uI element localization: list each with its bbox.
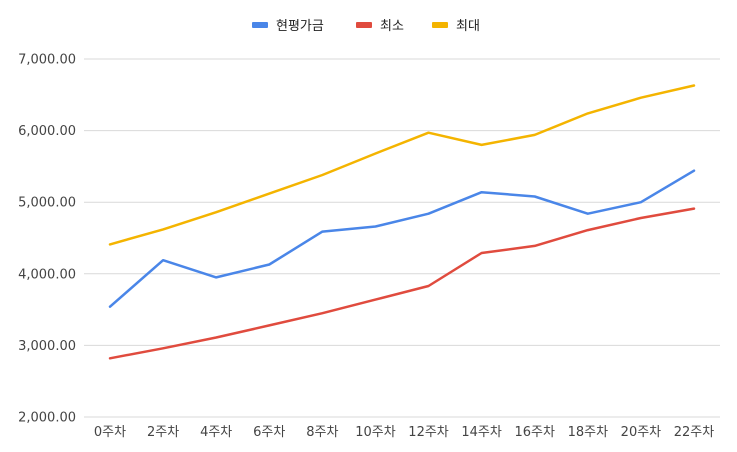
y-tick-label: 7,000.00 — [18, 53, 76, 68]
x-tick-label: 10주차 — [355, 425, 396, 440]
legend-swatch — [356, 22, 372, 28]
x-tick-label: 20주차 — [621, 425, 662, 440]
y-axis: 2,000.00 3,000.00 4,000.00 5,000.00 6,000.00… — [18, 53, 76, 426]
y-tick-label: 4,000.00 — [18, 267, 76, 282]
legend-label: 현평가금 — [276, 19, 324, 34]
series-line-1 — [108, 169, 696, 308]
x-tick-label: 6주차 — [253, 425, 285, 440]
y-tick-label: 6,000.00 — [18, 124, 76, 139]
y-tick-label: 3,000.00 — [18, 339, 76, 354]
chart-legend: 현평가금 최소 최대 — [252, 19, 480, 34]
x-tick-label: 16주차 — [514, 425, 555, 440]
series-line-3 — [108, 84, 696, 246]
x-axis: 0주차 2주차 4주차 6주차 8주차 10주차 12주차 14주차 16주차 18주차 20주차 2… — [94, 425, 714, 440]
series-line-2 — [108, 207, 696, 360]
plot-area — [108, 84, 696, 360]
x-tick-label: 14주차 — [461, 425, 502, 440]
y-tick-label: 2,000.00 — [18, 411, 76, 426]
x-tick-label: 2주차 — [147, 425, 179, 440]
x-tick-label: 12주차 — [408, 425, 449, 440]
x-tick-label: 0주차 — [94, 425, 126, 440]
legend-label: 최대 — [456, 19, 480, 34]
y-tick-label: 5,000.00 — [18, 196, 76, 211]
chart-gridlines — [84, 58, 720, 418]
legend-swatch — [432, 22, 448, 28]
x-tick-label: 18주차 — [568, 425, 609, 440]
legend-swatch — [252, 22, 268, 28]
x-tick-label: 22주차 — [674, 425, 715, 440]
x-tick-label: 4주차 — [200, 425, 232, 440]
x-tick-label: 8주차 — [306, 425, 338, 440]
legend-label: 최소 — [380, 19, 404, 34]
